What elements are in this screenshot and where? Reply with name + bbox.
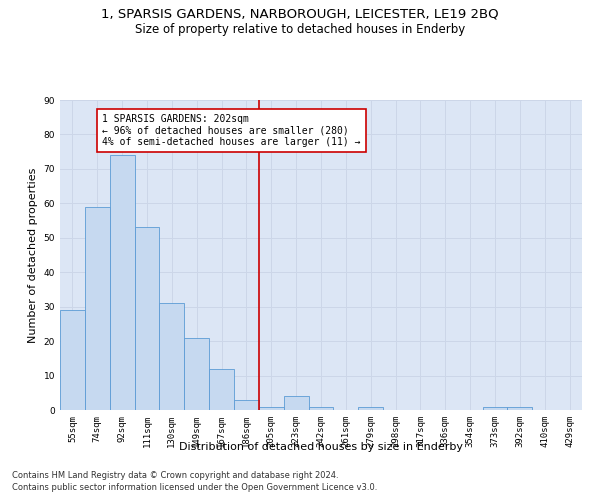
Bar	[482, 406, 508, 410]
Text: 1, SPARSIS GARDENS, NARBOROUGH, LEICESTER, LE19 2BQ: 1, SPARSIS GARDENS, NARBOROUGH, LEICESTE…	[101, 8, 499, 20]
Text: 1 SPARSIS GARDENS: 202sqm
← 96% of detached houses are smaller (280)
4% of semi-: 1 SPARSIS GARDENS: 202sqm ← 96% of detac…	[102, 114, 361, 147]
Text: Distribution of detached houses by size in Enderby: Distribution of detached houses by size …	[179, 442, 463, 452]
Bar	[110, 155, 134, 410]
Text: Size of property relative to detached houses in Enderby: Size of property relative to detached ho…	[135, 22, 465, 36]
Y-axis label: Number of detached properties: Number of detached properties	[28, 168, 38, 342]
Text: Contains HM Land Registry data © Crown copyright and database right 2024.: Contains HM Land Registry data © Crown c…	[12, 471, 338, 480]
Bar	[259, 406, 284, 410]
Bar	[160, 303, 184, 410]
Bar	[234, 400, 259, 410]
Bar	[284, 396, 308, 410]
Bar	[508, 406, 532, 410]
Bar	[358, 406, 383, 410]
Bar	[184, 338, 209, 410]
Bar	[134, 228, 160, 410]
Bar	[308, 406, 334, 410]
Bar	[209, 368, 234, 410]
Bar	[85, 207, 110, 410]
Bar	[60, 310, 85, 410]
Text: Contains public sector information licensed under the Open Government Licence v3: Contains public sector information licen…	[12, 484, 377, 492]
